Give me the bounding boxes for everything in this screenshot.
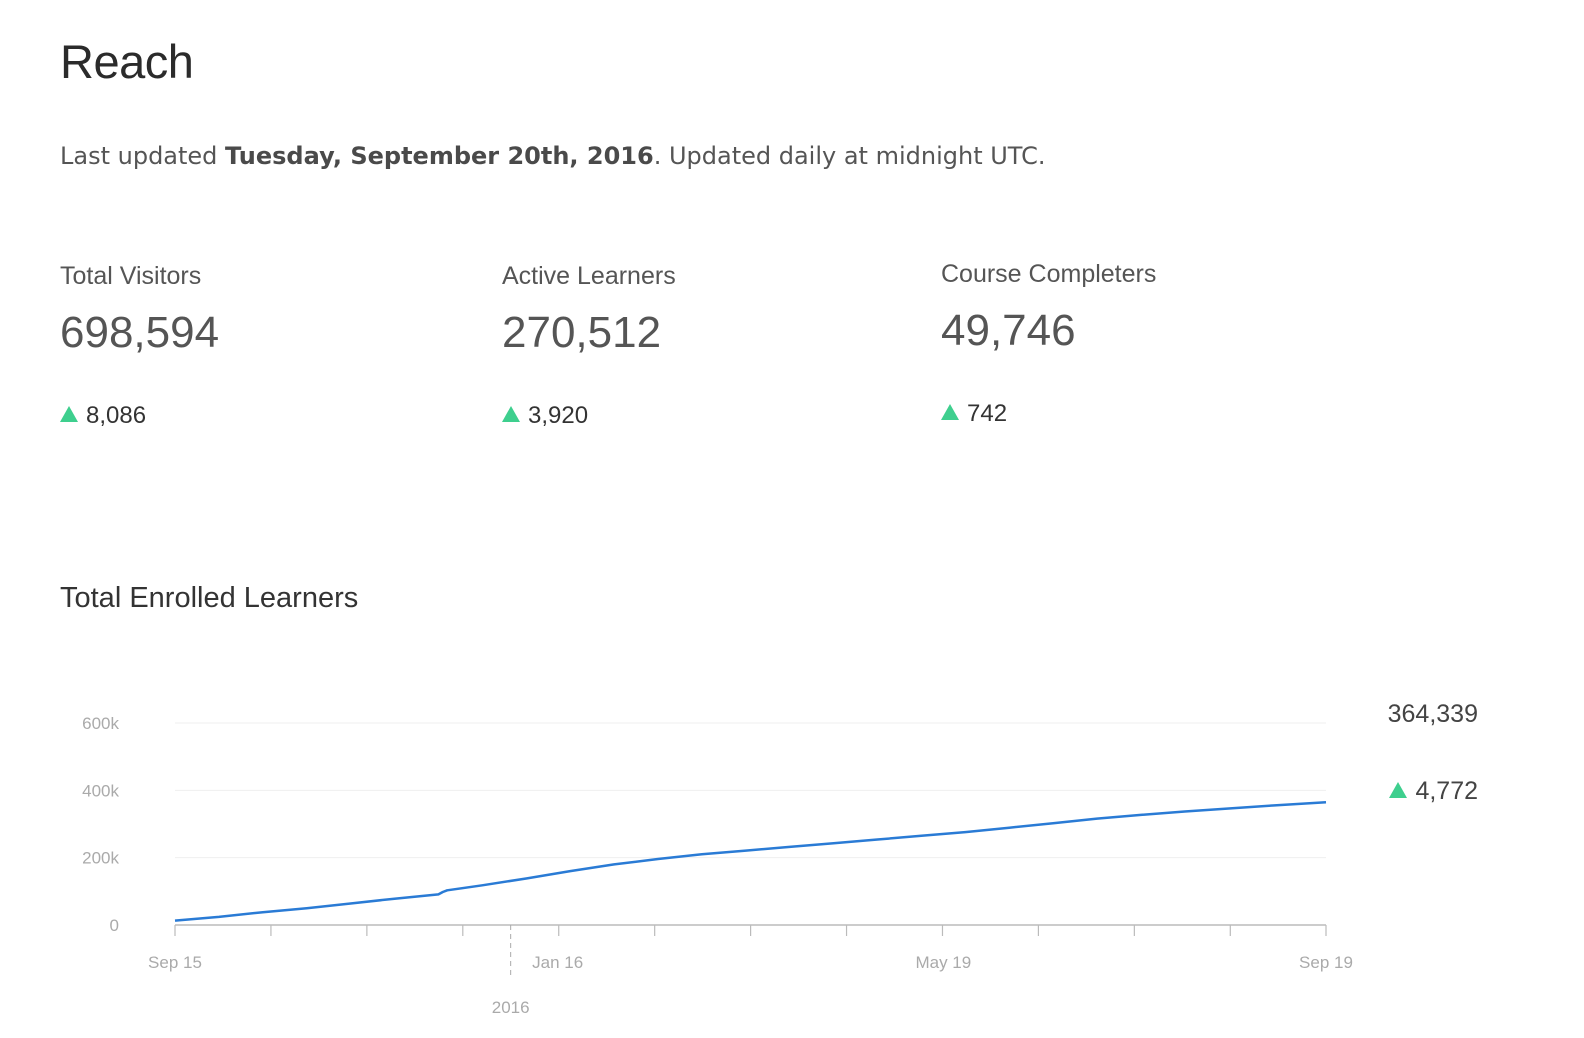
- y-tick-label: 400k: [82, 781, 119, 800]
- x-tick-label: Sep 15: [148, 953, 202, 972]
- y-tick-label: 600k: [82, 714, 119, 733]
- up-arrow-icon: [941, 404, 959, 420]
- up-arrow-icon: [60, 406, 78, 422]
- up-arrow-icon: [1389, 782, 1408, 798]
- metric-change: 8,086: [60, 402, 146, 430]
- chart-latest-change: 4,772: [1340, 777, 1478, 806]
- last-updated-text: Last updated Tuesday, September 20th, 20…: [60, 142, 1045, 170]
- enrolled-learners-chart: 0 200k 400k 600k Sep 15 Jan 16 May 19 Sep 19 201…: [82, 714, 1353, 1017]
- metric-change: 3,920: [502, 402, 588, 430]
- enrolled-learners-title: Total Enrolled Learners: [60, 582, 359, 614]
- metric-value: 270,512: [502, 308, 662, 357]
- metric-change-value: 8,086: [86, 402, 147, 429]
- page-title: Reach: [60, 35, 194, 88]
- x-tick-label: Jan 16: [532, 953, 583, 972]
- updated-suffix: . Updated daily at midnight UTC.: [653, 142, 1046, 170]
- metric-change-value: 742: [967, 400, 1008, 427]
- x-tick-label: May 19: [915, 953, 971, 972]
- metric-value: 49,746: [941, 306, 1076, 355]
- updated-prefix: Last updated: [60, 142, 226, 170]
- chart-latest-total: 364,339: [1387, 700, 1478, 728]
- updated-date: Tuesday, September 20th, 2016: [225, 142, 654, 170]
- up-arrow-icon: [502, 406, 520, 422]
- y-tick-label: 200k: [82, 849, 119, 868]
- series-line: [174, 801, 1327, 922]
- metric-active-learners: Active Learners 270,512 3,920: [502, 262, 902, 429]
- metric-change-value: 3,920: [528, 402, 589, 429]
- metric-value: 698,594: [60, 308, 220, 357]
- metric-label: Course Completers: [941, 260, 1157, 288]
- metric-label: Total Visitors: [60, 262, 202, 290]
- metric-course-completers: Course Completers 49,746 742: [941, 260, 1341, 427]
- year-label: 2016: [492, 998, 530, 1017]
- x-tick-label: Sep 19: [1299, 953, 1353, 972]
- metric-change: 742: [941, 400, 1007, 428]
- metric-total-visitors: Total Visitors 698,594 8,086: [60, 262, 460, 429]
- y-tick-label: 0: [110, 916, 119, 935]
- metric-label: Active Learners: [502, 262, 676, 290]
- chart-change-value: 4,772: [1415, 777, 1478, 805]
